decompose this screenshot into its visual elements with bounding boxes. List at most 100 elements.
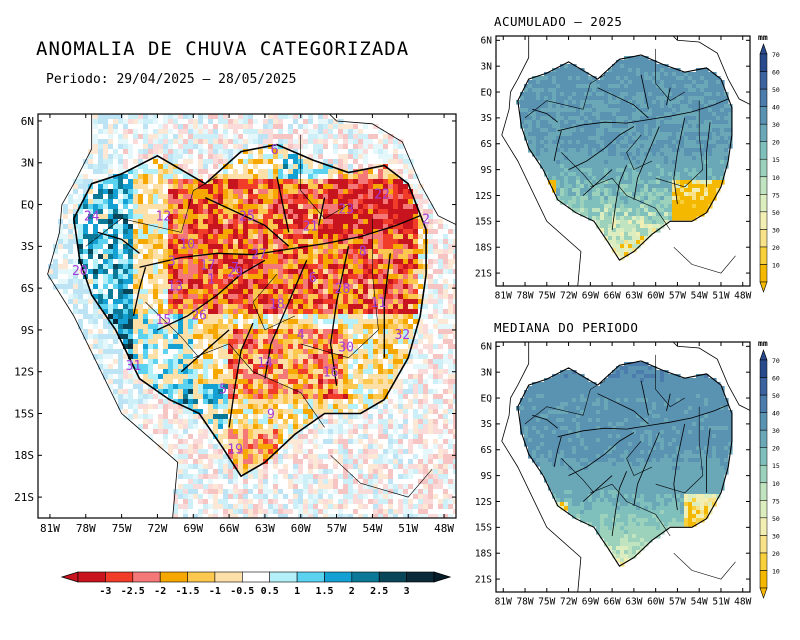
lat-tick-label: 18S [14,449,34,462]
colorbar-label: 2.5 [370,586,388,597]
lon-tick-label: 60W [647,291,664,302]
colorbar-arrow-right [434,572,450,582]
colorbar-segment [352,572,379,582]
colorbar-label: 600 [772,69,780,77]
lon-tick-label: 69W [582,597,599,608]
colorbar-label: 75 [772,497,780,505]
accumulated-map-title: ACUMULADO — 2025 [494,14,622,29]
basin-number-label: 6 [309,271,317,286]
basin-number-label: 15 [156,313,172,328]
colorbar-label: 600 [772,375,780,383]
lon-tick-label: 63W [255,522,275,535]
colorbar-segment [760,518,767,536]
colorbar-segment [760,483,767,501]
basin-number-label: 22 [374,187,390,202]
colorbar-label: 0.5 [261,586,279,597]
lat-tick-label: 15S [475,217,492,228]
basin-number-label: 11 [371,296,387,311]
colorbar-label: 20 [772,244,780,252]
lon-tick-label: 57W [669,291,686,302]
basin-number-label: 10 [179,238,195,253]
lon-tick-label: 63W [625,291,642,302]
colorbar-segment [160,572,187,582]
colorbar-segment [760,72,767,90]
lat-tick-label: 18S [475,549,492,560]
colorbar-label: 50 [772,209,780,217]
colorbar-segment [760,360,767,378]
colorbar-label: 200 [772,139,780,147]
colorbar-label: 200 [772,445,780,453]
basin-number-label: 16 [323,366,339,381]
lat-tick-label: EQ [481,87,493,98]
lat-tick-label: 9S [481,471,493,482]
lat-tick-label: 9S [21,324,34,337]
lon-tick-label: 81W [495,291,512,302]
colorbar-segment [760,194,767,212]
lat-tick-label: 3S [481,419,493,430]
colorbar-segment [760,107,767,125]
basin-number-label: 13 [167,279,183,294]
lon-tick-label: 66W [219,522,239,535]
basin-number-label: 25 [239,210,255,225]
colorbar-segment [760,229,767,247]
lon-tick-label: 78W [516,597,533,608]
lon-tick-label: 48W [734,291,751,302]
lat-tick-label: 3N [481,367,493,378]
lon-tick-label: 81W [495,597,512,608]
basin-number-label: 3 [168,254,176,269]
lat-tick-label: EQ [21,198,34,211]
basin-number-label: 19 [227,442,243,457]
colorbar-label: -1 [209,586,221,597]
lon-tick-label: 51W [712,291,729,302]
colorbar-segment [760,54,767,72]
colorbar-segment [760,247,767,265]
basin-number-label: 4 [297,328,305,343]
lon-tick-label: 75W [538,291,555,302]
basin-number-label: 26 [191,309,207,324]
colorbar-segment [297,572,324,582]
basin-number-label: 9 [267,408,275,423]
colorbar-label: 75 [772,191,780,199]
colorbar-label: -1.5 [175,586,199,597]
colorbar-segment [760,124,767,142]
lat-tick-label: 6N [481,36,493,47]
lon-tick-label: 78W [516,291,533,302]
colorbar-segment [760,500,767,518]
colorbar-unit: mm [758,33,768,42]
colorbar-label: 400 [772,410,780,418]
lat-tick-label: 18S [475,243,492,254]
colorbar-segment [407,572,434,582]
colorbar-segment [105,572,132,582]
colorbar-segment [78,572,105,582]
colorbar-label: 1 [294,586,300,597]
lat-tick-label: 15S [14,407,34,420]
basin-number-label: 31 [126,359,142,374]
basin-number-label: 30 [338,341,354,356]
colorbar-segment [325,572,352,582]
lon-tick-label: 51W [398,522,418,535]
basin-number-label: 5 [219,382,227,397]
main-map-title: ANOMALIA DE CHUVA CATEGORIZADA [36,38,409,60]
colorbar-label: 700 [772,357,780,365]
precip-colorbar: 1020305075100150200300400500600700 [760,44,780,292]
lat-tick-label: 15S [475,523,492,534]
lon-tick-label: 66W [604,597,621,608]
lat-tick-label: 6N [21,115,34,128]
colorbar-label: 30 [772,226,780,234]
colorbar-unit: mm [758,339,768,348]
colorbar-segment [215,572,242,582]
basin-number-label: 17 [200,259,216,274]
colorbar-segment [760,430,767,448]
basin-number-label: 8 [359,245,367,260]
lon-tick-label: 63W [625,597,642,608]
lon-tick-label: 54W [362,522,382,535]
colorbar-segment [760,265,767,283]
colorbar-arrow-left [62,572,78,582]
colorbar-label: -3 [99,586,111,597]
lat-tick-label: 3S [21,240,34,253]
basin-number-label: 18 [269,298,285,313]
colorbar-label: 700 [772,51,780,59]
lat-tick-label: 3S [481,113,493,124]
